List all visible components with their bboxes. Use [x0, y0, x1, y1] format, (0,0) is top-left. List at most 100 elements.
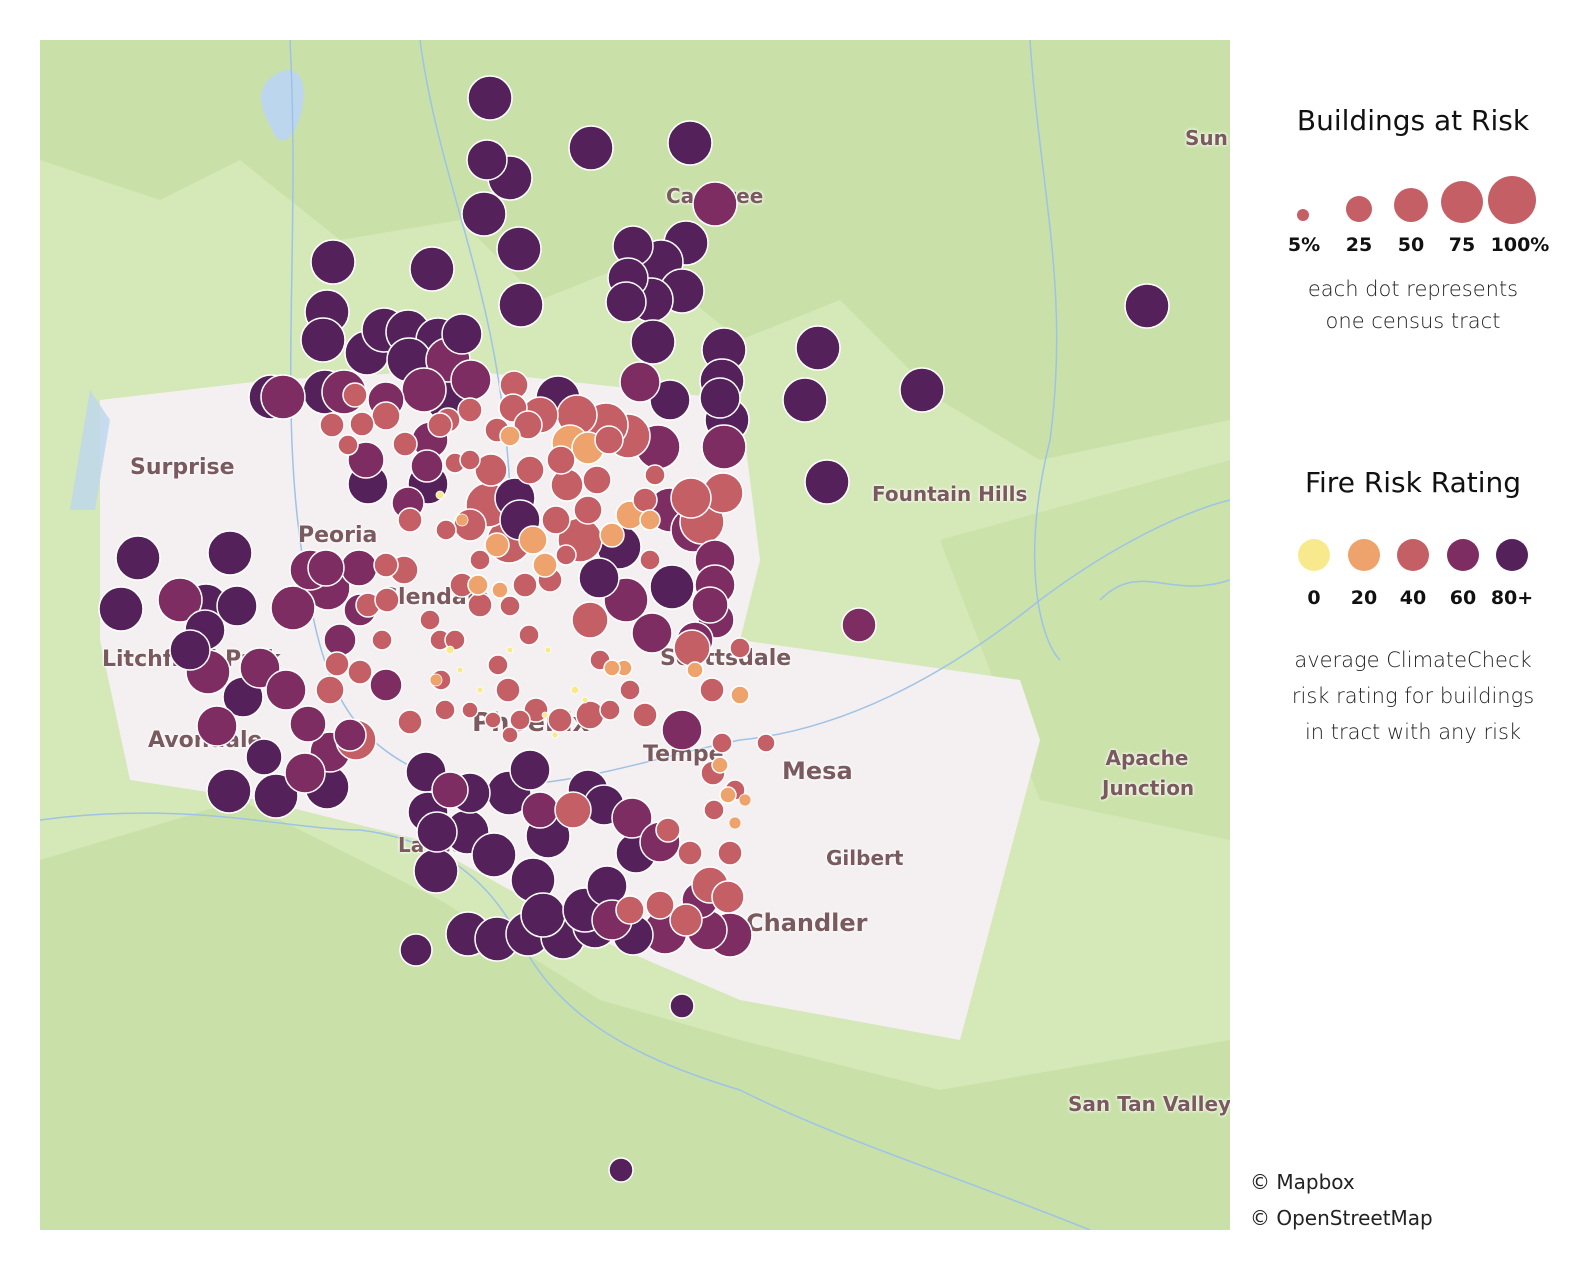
tract-dot[interactable]: [265, 669, 307, 711]
tract-dot[interactable]: [270, 585, 316, 631]
tract-dot[interactable]: [245, 738, 283, 776]
tract-dot[interactable]: [310, 239, 356, 285]
tract-dot[interactable]: [399, 933, 433, 967]
tract-dot[interactable]: [289, 705, 327, 743]
tract-dot[interactable]: [397, 709, 423, 735]
tract-dot[interactable]: [555, 544, 577, 566]
tract-dot[interactable]: [196, 705, 238, 747]
tract-dot[interactable]: [546, 445, 576, 475]
tract-dot[interactable]: [401, 367, 447, 413]
tract-dot[interactable]: [699, 377, 741, 419]
tract-dot[interactable]: [501, 726, 519, 744]
tract-dot[interactable]: [692, 181, 738, 227]
tract-dot[interactable]: [474, 453, 508, 487]
tract-dot[interactable]: [639, 509, 661, 531]
tract-dot[interactable]: [686, 661, 704, 679]
tract-dot[interactable]: [495, 677, 521, 703]
tract-dot[interactable]: [319, 412, 345, 438]
tract-dot[interactable]: [578, 557, 620, 599]
tract-dot[interactable]: [461, 701, 479, 719]
tract-dot[interactable]: [667, 120, 713, 166]
tract-dot[interactable]: [804, 459, 850, 505]
tract-dot[interactable]: [603, 659, 621, 677]
tract-dot[interactable]: [455, 513, 469, 527]
tract-dot[interactable]: [513, 410, 543, 440]
tract-dot[interactable]: [427, 412, 453, 438]
tract-dot[interactable]: [655, 817, 681, 843]
tract-dot[interactable]: [342, 382, 368, 408]
tract-dot[interactable]: [206, 768, 252, 814]
tract-dot[interactable]: [639, 549, 661, 571]
tract-dot[interactable]: [605, 281, 647, 323]
tract-dot[interactable]: [498, 282, 544, 328]
tract-dot[interactable]: [795, 325, 841, 371]
tract-dot[interactable]: [599, 522, 625, 548]
tract-dot[interactable]: [315, 675, 345, 705]
tract-dot[interactable]: [509, 709, 531, 731]
tract-dot[interactable]: [323, 623, 357, 657]
tract-dot[interactable]: [568, 125, 614, 171]
tract-dot[interactable]: [416, 811, 458, 853]
tract-dot[interactable]: [284, 752, 326, 794]
tract-dot[interactable]: [499, 425, 521, 447]
tract-dot[interactable]: [649, 564, 695, 610]
tract-dot[interactable]: [738, 793, 752, 807]
tract-dot[interactable]: [756, 733, 776, 753]
tract-dot[interactable]: [435, 490, 445, 500]
tract-dot[interactable]: [615, 895, 645, 925]
tract-dot[interactable]: [729, 637, 751, 659]
tract-dot[interactable]: [899, 367, 945, 413]
tract-dot[interactable]: [782, 377, 828, 423]
osm-credit[interactable]: © OpenStreetMap: [1250, 1206, 1433, 1230]
tract-dot[interactable]: [669, 993, 695, 1019]
tract-dot[interactable]: [541, 505, 571, 535]
tract-dot[interactable]: [506, 646, 514, 654]
tract-dot[interactable]: [711, 756, 729, 774]
tract-dot[interactable]: [520, 892, 566, 938]
tract-dot[interactable]: [260, 374, 306, 420]
tract-dot[interactable]: [631, 612, 673, 654]
tract-dot[interactable]: [518, 624, 540, 646]
tract-dot[interactable]: [701, 424, 747, 470]
tract-dot[interactable]: [581, 696, 589, 704]
tract-dot[interactable]: [670, 477, 712, 519]
tract-dot[interactable]: [699, 677, 725, 703]
tract-dot[interactable]: [512, 572, 538, 598]
tract-dot[interactable]: [547, 707, 573, 733]
tract-dot[interactable]: [571, 601, 609, 639]
tract-dot[interactable]: [409, 246, 455, 292]
tract-dot[interactable]: [487, 654, 509, 676]
tract-dot[interactable]: [347, 659, 373, 685]
tract-dot[interactable]: [532, 552, 558, 578]
tract-dot[interactable]: [466, 139, 508, 181]
tract-dot[interactable]: [216, 585, 258, 627]
tract-dot[interactable]: [457, 397, 483, 423]
tract-dot[interactable]: [373, 552, 399, 578]
tract-dot[interactable]: [632, 702, 658, 728]
tract-dot[interactable]: [347, 441, 385, 479]
tract-dot[interactable]: [434, 699, 456, 721]
tract-dot[interactable]: [730, 685, 750, 705]
tract-dot[interactable]: [374, 587, 400, 613]
tract-dot[interactable]: [467, 574, 489, 596]
tract-dot[interactable]: [728, 816, 742, 830]
tract-dot[interactable]: [419, 609, 441, 631]
tract-dot[interactable]: [1124, 283, 1170, 329]
tract-dot[interactable]: [431, 771, 469, 809]
tract-dot[interactable]: [619, 361, 661, 403]
tract-dot[interactable]: [608, 1157, 634, 1183]
tract-dot[interactable]: [333, 718, 367, 752]
tract-dot[interactable]: [413, 848, 459, 894]
tract-dot[interactable]: [459, 449, 481, 471]
map-canvas[interactable]: Surprise Peoria Glendale Litchfield Park…: [40, 40, 1230, 1230]
tract-dot[interactable]: [484, 711, 502, 729]
tract-dot[interactable]: [300, 317, 346, 363]
tract-dot[interactable]: [518, 525, 548, 555]
tract-dot[interactable]: [445, 645, 455, 655]
tract-dot[interactable]: [711, 880, 745, 914]
tract-dot[interactable]: [554, 791, 592, 829]
tract-dot[interactable]: [594, 425, 624, 455]
tract-dot[interactable]: [673, 629, 711, 667]
tract-dot[interactable]: [444, 629, 466, 651]
tract-dot[interactable]: [841, 607, 877, 643]
